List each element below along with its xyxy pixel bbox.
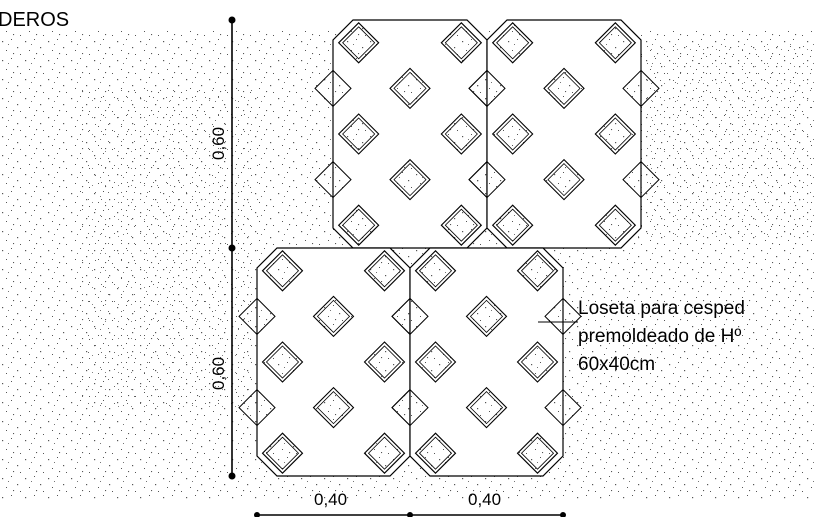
paver-opening-inner [496,26,530,60]
paver-opening-inner [316,391,351,425]
paver-edge-opening [391,297,429,336]
paver-opening [337,113,380,155]
paver-opening-inner [598,208,632,242]
paver-opening-inner [342,26,376,60]
paver-edge-opening [238,388,276,427]
paver-opening-inner [496,208,530,242]
paver-edge-opening [238,297,276,336]
paver-opening-inner [342,208,376,242]
paver-opening-inner [444,208,478,242]
paver-opening-inner [418,345,453,379]
paver-opening [337,22,380,64]
paver-opening [261,432,304,474]
paver-opening-inner [444,117,478,151]
ground-texture-right [620,40,816,240]
paver-opening-inner [367,436,402,470]
paver-opening-inner [316,299,351,333]
paver-opening [516,432,559,474]
paver-opening-inner [496,117,530,151]
annotation-line-2: premoldeado de Hº [578,326,741,347]
paver-opening [337,204,380,246]
page-title: DEROS [0,9,69,31]
paver-opening-inner [547,163,581,197]
paver-opening-inner [547,71,581,105]
paver-opening-inner [520,254,555,288]
paver-opening [389,158,431,201]
dim-label-horizontal-right: 0,40 [468,490,501,509]
paver-opening [389,67,431,110]
paver-edge-opening [391,388,429,427]
paver-edge-opening [544,388,582,427]
dim-label-vertical-upper: 0,60 [209,127,228,160]
dim-dot-center [407,512,413,517]
paver-opening [312,295,355,338]
paver-opening [363,250,406,292]
paver-edge-opening [314,160,352,199]
paver-opening [440,113,483,155]
paver-opening [516,250,559,292]
paver-opening-inner [367,345,402,379]
paver-edge-opening [544,297,582,336]
paver-opening [543,67,585,110]
paver-opening [465,386,508,429]
paver-opening-inner [418,254,453,288]
dim-dot-right [560,512,566,517]
paver-opening [312,386,355,429]
paver-opening [261,341,304,383]
paver-opening-inner [520,436,555,470]
paver-edge-opening [622,69,660,108]
paver-opening [543,158,585,201]
paver-opening-inner [265,254,300,288]
paver-edge-opening [622,160,660,199]
dim-dot-mid [228,244,236,252]
annotation-line-1: Loseta para cesped [578,298,745,319]
paver-opening [516,341,559,383]
paver-opening [491,113,534,155]
paver-opening-inner [393,71,427,105]
paver-opening-inner [367,254,402,288]
dim-dot-bottom [228,472,236,480]
paver-opening-inner [265,436,300,470]
dim-label-vertical-lower: 0,60 [209,357,228,390]
paver-edge-opening [314,69,352,108]
dim-dot-top [228,16,236,24]
dim-dot-left [254,512,260,517]
paver-opening [414,341,457,383]
paver-edge-opening [468,69,506,108]
paver-opening-inner [598,26,632,60]
annotation-line-3: 60x40cm [578,354,655,375]
paver-opening-inner [342,117,376,151]
paver-opening [414,250,457,292]
paver-opening [594,113,637,155]
paver-opening [594,204,637,246]
paver-opening-inner [393,163,427,197]
paver-opening [491,204,534,246]
paver-opening [491,22,534,64]
paver-opening [261,250,304,292]
paver-opening-inner [444,26,478,60]
paver-opening [440,22,483,64]
paver-opening-inner [469,299,504,333]
paver-opening-inner [520,345,555,379]
paver-opening [465,295,508,338]
tile-grid [238,19,660,477]
paver-opening-inner [598,117,632,151]
paver-opening-inner [469,391,504,425]
paver-edge-opening [468,160,506,199]
dim-label-horizontal-left: 0,40 [314,490,347,509]
paver-opening [363,341,406,383]
paver-opening [440,204,483,246]
paver-opening [594,22,637,64]
paver-opening-inner [418,436,453,470]
paver-opening [363,432,406,474]
paver-opening [414,432,457,474]
paver-opening-inner [265,345,300,379]
